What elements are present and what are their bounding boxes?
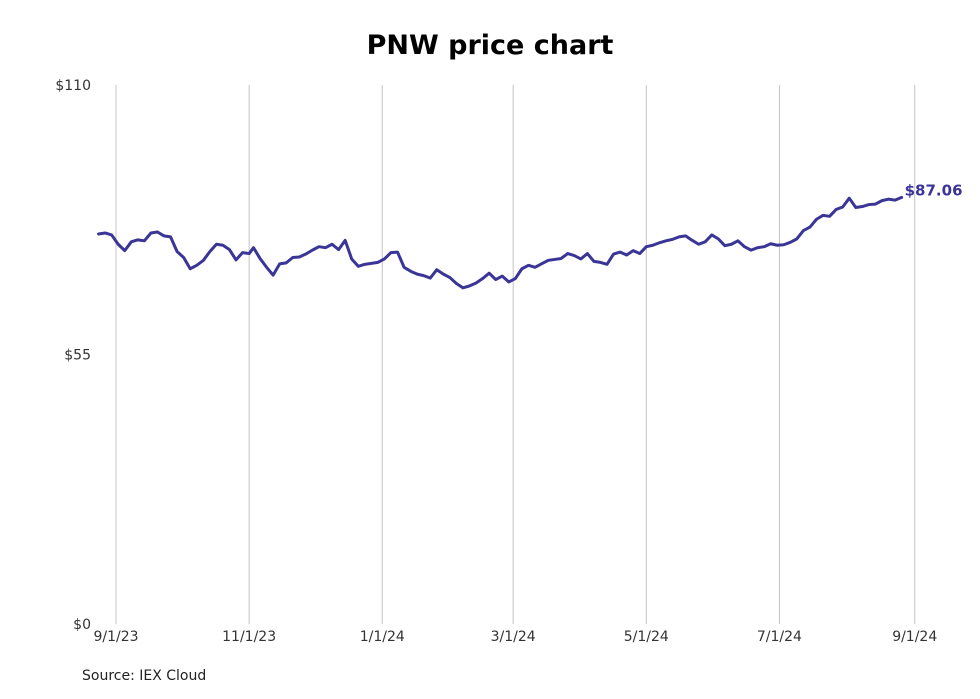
last-value-labels: $87.06 xyxy=(905,181,963,199)
x-tick-label: 11/1/23 xyxy=(222,629,276,645)
y-tick-label: $55 xyxy=(64,348,91,364)
x-tick-label: 7/1/24 xyxy=(757,629,802,645)
y-tick-label: $0 xyxy=(73,617,91,633)
price-line xyxy=(97,195,904,290)
price-series xyxy=(97,195,904,290)
y-axis-ticks: $0 $55 $110 xyxy=(55,78,91,633)
y-tick-label: $110 xyxy=(55,78,91,94)
x-tick-label: 5/1/24 xyxy=(624,629,669,645)
x-tick-label: 1/1/24 xyxy=(360,629,405,645)
last-price-label: $87.06 xyxy=(905,181,963,199)
x-tick-label: 9/1/23 xyxy=(93,629,138,645)
chart-title: PNW price chart xyxy=(366,30,614,61)
x-tick-label: 9/1/24 xyxy=(892,629,937,645)
x-tick-label: 3/1/24 xyxy=(491,629,536,645)
x-axis-ticks: 9/1/23 11/1/23 1/1/24 3/1/24 5/1/24 7/1/24 9/1… xyxy=(93,629,937,645)
source-note: Source: IEX Cloud xyxy=(82,668,207,684)
gridlines xyxy=(115,85,916,624)
